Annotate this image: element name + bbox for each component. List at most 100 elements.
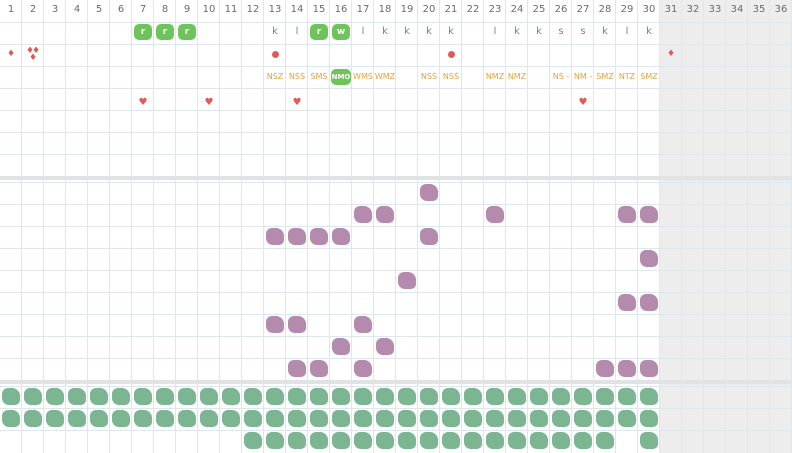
symptom-mark[interactable] <box>354 206 372 223</box>
status-mark[interactable] <box>200 388 218 405</box>
symptom-mark[interactable] <box>376 338 394 355</box>
day-number[interactable]: 28 <box>598 4 612 15</box>
status-mark[interactable] <box>244 410 262 427</box>
green-code-tag[interactable]: NMO <box>331 69 351 85</box>
blood-drop-icon[interactable]: ♦ <box>31 46 41 56</box>
status-mark[interactable] <box>68 410 86 427</box>
status-mark[interactable] <box>2 410 20 427</box>
symptom-mark[interactable] <box>618 294 636 311</box>
heart-icon[interactable]: ♥ <box>292 97 302 108</box>
status-mark[interactable] <box>266 432 284 449</box>
status-mark[interactable] <box>134 410 152 427</box>
status-mark[interactable] <box>134 388 152 405</box>
status-mark[interactable] <box>332 432 350 449</box>
status-mark[interactable] <box>398 410 416 427</box>
status-mark[interactable] <box>222 410 240 427</box>
status-mark[interactable] <box>310 432 328 449</box>
symptom-mark[interactable] <box>618 206 636 223</box>
day-number[interactable]: 31 <box>664 4 678 15</box>
blood-drop-icon[interactable]: ♦ <box>28 53 38 63</box>
day-number[interactable]: 4 <box>73 4 81 15</box>
cycle-letter[interactable]: l <box>493 26 497 37</box>
status-mark[interactable] <box>442 388 460 405</box>
symptom-mark[interactable] <box>354 360 372 377</box>
status-mark[interactable] <box>530 410 548 427</box>
status-mark[interactable] <box>112 388 130 405</box>
status-mark[interactable] <box>200 410 218 427</box>
status-mark[interactable] <box>2 388 20 405</box>
observation-code[interactable]: ŚMZ <box>596 72 614 81</box>
status-mark[interactable] <box>442 432 460 449</box>
observation-code[interactable]: NMZ <box>485 72 505 81</box>
red-dot-icon[interactable] <box>447 51 455 58</box>
blood-drop-icon[interactable]: ♦ <box>666 49 676 59</box>
status-mark[interactable] <box>420 432 438 449</box>
green-tag[interactable]: r <box>310 24 328 40</box>
observation-code[interactable]: NŚ - <box>552 72 570 81</box>
status-mark[interactable] <box>46 388 64 405</box>
status-mark[interactable] <box>640 410 658 427</box>
cycle-letter[interactable]: s <box>580 26 586 37</box>
status-mark[interactable] <box>90 410 108 427</box>
cycle-letter[interactable]: k <box>602 26 608 37</box>
status-mark[interactable] <box>464 432 482 449</box>
heart-icon[interactable]: ♥ <box>204 97 214 108</box>
day-number[interactable]: 6 <box>117 4 125 15</box>
heart-icon[interactable]: ♥ <box>138 97 148 108</box>
status-mark[interactable] <box>156 388 174 405</box>
green-tag[interactable]: w <box>332 24 350 40</box>
status-mark[interactable] <box>266 410 284 427</box>
day-number[interactable]: 19 <box>400 4 414 15</box>
symptom-mark[interactable] <box>266 316 284 333</box>
status-mark[interactable] <box>24 388 42 405</box>
day-number[interactable]: 26 <box>554 4 568 15</box>
green-tag[interactable]: r <box>156 24 174 40</box>
observation-code[interactable]: ŚMŚ <box>310 72 328 81</box>
symptom-mark[interactable] <box>332 338 350 355</box>
heart-icon[interactable]: ♥ <box>578 97 588 108</box>
status-mark[interactable] <box>310 388 328 405</box>
red-dot-icon[interactable] <box>271 51 279 58</box>
observation-code[interactable]: NŚZ <box>266 72 284 81</box>
status-mark[interactable] <box>288 388 306 405</box>
cycle-letter[interactable]: k <box>646 26 652 37</box>
status-mark[interactable] <box>398 388 416 405</box>
status-mark[interactable] <box>464 388 482 405</box>
symptom-mark[interactable] <box>420 184 438 201</box>
status-mark[interactable] <box>178 410 196 427</box>
status-mark[interactable] <box>640 388 658 405</box>
symptom-mark[interactable] <box>266 228 284 245</box>
status-mark[interactable] <box>354 410 372 427</box>
day-number[interactable]: 22 <box>466 4 480 15</box>
status-mark[interactable] <box>530 432 548 449</box>
status-mark[interactable] <box>112 410 130 427</box>
status-mark[interactable] <box>464 410 482 427</box>
status-mark[interactable] <box>486 432 504 449</box>
cycle-letter[interactable]: s <box>558 26 564 37</box>
symptom-mark[interactable] <box>354 316 372 333</box>
status-mark[interactable] <box>574 388 592 405</box>
observation-code[interactable]: ŚMZ <box>640 72 658 81</box>
day-number[interactable]: 29 <box>620 4 634 15</box>
day-number[interactable]: 11 <box>224 4 238 15</box>
status-mark[interactable] <box>90 388 108 405</box>
status-mark[interactable] <box>420 388 438 405</box>
day-number[interactable]: 23 <box>488 4 502 15</box>
status-mark[interactable] <box>486 410 504 427</box>
symptom-mark[interactable] <box>288 360 306 377</box>
day-number[interactable]: 32 <box>686 4 700 15</box>
symptom-mark[interactable] <box>310 228 328 245</box>
day-number[interactable]: 27 <box>576 4 590 15</box>
observation-code[interactable]: NTZ <box>618 72 636 81</box>
status-mark[interactable] <box>618 410 636 427</box>
observation-code[interactable]: NMZ <box>507 72 527 81</box>
day-number[interactable]: 15 <box>312 4 326 15</box>
cycle-letter[interactable]: l <box>625 26 629 37</box>
day-number[interactable]: 3 <box>51 4 59 15</box>
day-number[interactable]: 12 <box>246 4 260 15</box>
green-tag[interactable]: r <box>178 24 196 40</box>
status-mark[interactable] <box>596 432 614 449</box>
day-number[interactable]: 1 <box>7 4 15 15</box>
day-number[interactable]: 2 <box>29 4 37 15</box>
symptom-mark[interactable] <box>640 294 658 311</box>
